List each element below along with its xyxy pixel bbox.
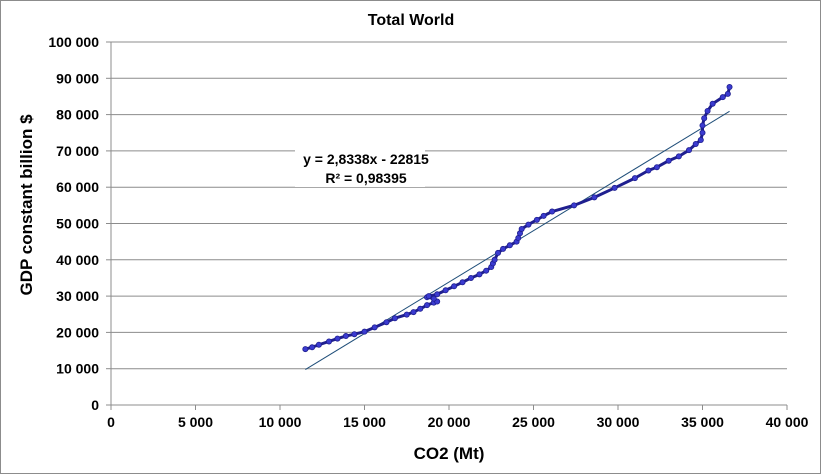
data-point [334, 335, 341, 342]
data-point [533, 216, 540, 223]
y-axis-title: GDP constant billion $ [17, 114, 36, 296]
data-point [403, 311, 410, 318]
data-point [410, 309, 417, 316]
data-point [434, 291, 441, 298]
trendline-equation: y = 2,8338x - 22815 [303, 151, 429, 167]
y-tick-label: 40 000 [56, 252, 99, 268]
data-point [430, 295, 437, 302]
y-tick-label: 90 000 [56, 70, 99, 86]
data-point [483, 267, 490, 274]
data-point [476, 271, 483, 278]
trendline-r2: R² = 0,98395 [325, 170, 407, 186]
y-tick-label: 50 000 [56, 216, 99, 232]
x-tick-label: 10 000 [259, 414, 302, 430]
data-point [302, 346, 309, 353]
x-axis-title: CO2 (Mt) [414, 444, 485, 463]
data-point [506, 242, 513, 249]
data-point [699, 122, 706, 129]
data-point [425, 293, 432, 300]
data-point [697, 137, 704, 144]
data-point [451, 283, 458, 290]
data-point [525, 221, 532, 228]
x-axis-ticks: 0 5 000 10 000 15 000 20 000 25 000 30 000 35 0… [107, 405, 809, 430]
data-point [351, 331, 358, 338]
series-line [304, 86, 731, 351]
data-point [315, 341, 322, 348]
data-points [302, 84, 733, 353]
data-point [709, 100, 716, 107]
data-point [424, 302, 431, 309]
equation-label-box [295, 149, 425, 187]
data-point [326, 338, 333, 345]
y-tick-label: 10 000 [56, 361, 99, 377]
data-point [491, 256, 498, 263]
data-point [724, 90, 731, 97]
y-tick-label: 20 000 [56, 324, 99, 340]
data-point [417, 305, 424, 312]
x-tick-label: 40 000 [766, 414, 809, 430]
data-point [701, 115, 708, 122]
data-point [309, 344, 316, 351]
x-tick-label: 25 000 [512, 414, 555, 430]
data-point [675, 153, 682, 160]
data-point [500, 245, 507, 252]
data-point [361, 328, 368, 335]
data-point [591, 194, 598, 201]
data-point [495, 249, 502, 256]
y-tick-label: 0 [91, 397, 99, 413]
gridlines [111, 41, 787, 370]
y-tick-label: 30 000 [56, 288, 99, 304]
y-axis-ticks: 0 10 000 20 000 30 000 40 000 50 000 60 000 70 … [48, 34, 111, 413]
x-tick-label: 30 000 [597, 414, 640, 430]
data-point [719, 94, 726, 101]
data-point [692, 141, 699, 148]
data-point [704, 107, 711, 114]
data-point [459, 279, 466, 286]
data-point [442, 287, 449, 294]
data-point [540, 212, 547, 219]
x-tick-label: 15 000 [343, 414, 386, 430]
data-point [685, 147, 692, 154]
x-tick-label: 35 000 [681, 414, 724, 430]
x-tick-label: 20 000 [428, 414, 471, 430]
data-point [391, 315, 398, 322]
data-point [371, 324, 378, 331]
data-point [518, 225, 525, 232]
y-tick-label: 70 000 [56, 143, 99, 159]
chart-title: Total World [368, 12, 455, 29]
y-tick-label: 100 000 [48, 34, 99, 50]
data-point [665, 157, 672, 164]
data-point [653, 164, 660, 171]
data-point [645, 167, 652, 174]
y-tick-label: 60 000 [56, 179, 99, 195]
x-tick-label: 0 [107, 414, 115, 430]
data-point [631, 175, 638, 182]
data-point [611, 184, 618, 191]
data-point [726, 84, 733, 91]
data-point [699, 129, 706, 136]
data-point [549, 208, 556, 215]
data-point [467, 274, 474, 281]
data-point [571, 202, 578, 209]
x-tick-label: 5 000 [178, 414, 213, 430]
data-point [383, 319, 390, 326]
data-point [342, 333, 349, 340]
y-tick-label: 80 000 [56, 107, 99, 123]
